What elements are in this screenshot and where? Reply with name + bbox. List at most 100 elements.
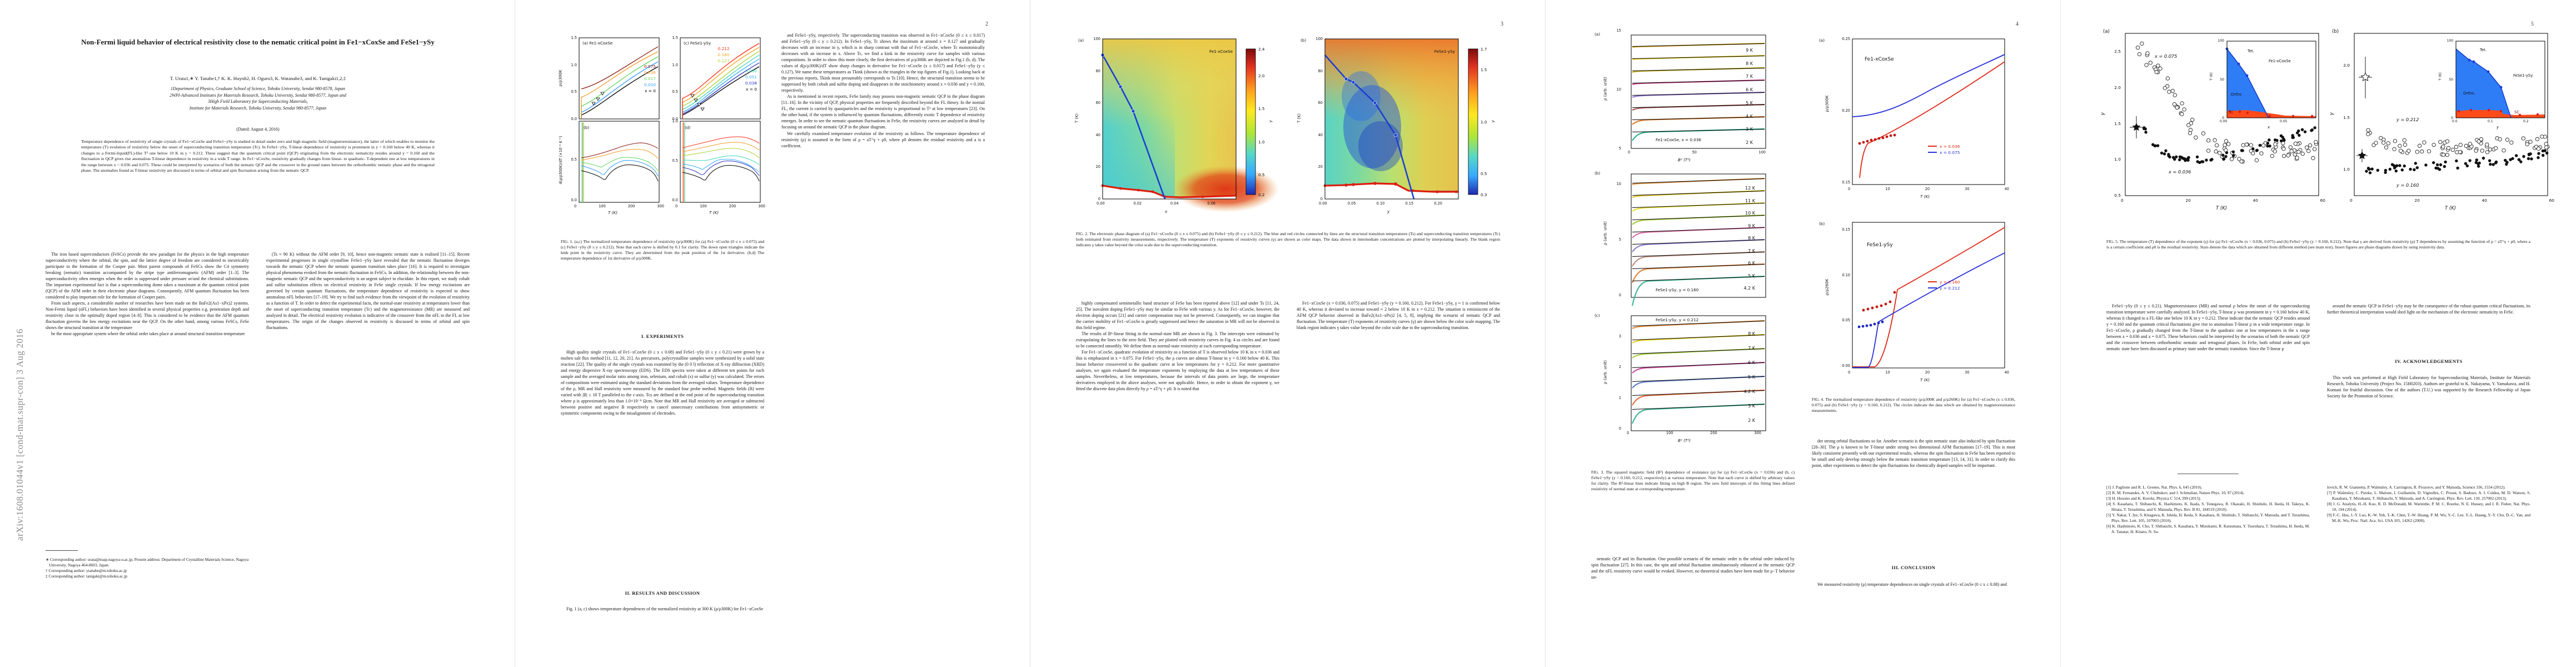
temp-label: 11 K [1745, 198, 1755, 203]
fig5a-plot [2125, 33, 2319, 196]
reference: [8] J. G. Analytis, H.-H. Kuo, R. D. McD… [2327, 501, 2530, 512]
fig1b-panel-label: (b) [584, 125, 590, 130]
tick-label: 20 [1095, 165, 1100, 170]
tick-label: 0.00 [1842, 363, 1850, 368]
fig1c-curves [682, 43, 760, 118]
legend-entry: 0.127 [718, 58, 730, 64]
tick-label: 30 [1965, 370, 1970, 375]
fig5a-inset-x-tick: 0.05 [2280, 120, 2288, 123]
fig3b-y-axis-label: ρ (arb. unit) [1602, 221, 1608, 245]
fig5b-x-axis-label: T (K) [2445, 206, 2457, 211]
fig3a-x-ticks: 0 50 100 [1628, 150, 1766, 155]
fig2b-cbar-tick: 0.5 [1481, 171, 1487, 176]
temp-label: 7 K [1748, 248, 1755, 253]
tick-label: 2 [1618, 365, 1621, 370]
fig4b-y-axis-label: ρ/ρ260K [1824, 278, 1830, 296]
fig2b-ts-points [1344, 77, 1398, 137]
tick-label: 0.10 [1376, 201, 1385, 206]
fig4a-y-ticks: 0.25 0.20 0.15 [1835, 37, 1850, 185]
fig3b-title: FeSe1-ySy, y = 0.160 [1656, 287, 1699, 292]
fig4a-x-ticks: 0 10 20 30 40 [1848, 187, 2009, 191]
reference: [7] P. Walmsley, C. Putzke, L. Malone, I… [2327, 490, 2530, 501]
affiliation: 3High Field Laboratory for Superconducti… [208, 99, 308, 104]
fig5b-panel-label: (b) [2332, 29, 2339, 34]
paragraph: High quality single crystals of Fe1−xCox… [561, 350, 764, 416]
fig5a-y-ticks: 2.5 2.0 1.5 1.0 0.5 [2107, 49, 2121, 198]
fig5b-inset-tet-label: Tet. [2480, 48, 2487, 52]
fig2b-tc-points [1323, 182, 1458, 193]
fig3c-y-ticks: 3 2 1 0 [1609, 334, 1621, 431]
fig5a-inset-tet-label: Tet. [2248, 49, 2255, 53]
reference: [5] Y. Nakai, T. Iye, S. Kitagawa, K. Is… [2106, 512, 2310, 523]
temp-label: 12 K [1745, 186, 1755, 191]
fig2b-cbar-tick: 1.5 [1481, 67, 1487, 72]
footnote-rule [46, 550, 78, 551]
fig1b-curves [581, 122, 659, 202]
figure-4: (a) 0.25 0.20 0.15 0 10 20 30 40 T (K) ρ/ρ300K… [1819, 34, 2015, 390]
fig5b-inset-y-ticks: 100 50 0 [2442, 39, 2453, 120]
fig5b-y-ticks: 2.0 1.5 1.0 [2336, 63, 2350, 172]
reference: [9] F.-C. Hsu, J.-Y. Luo, K.-W. Yeh, T.-… [2327, 512, 2530, 523]
tick-label: 0 [1628, 150, 1631, 155]
affiliations: 1Department of Physics, Graduate School … [62, 86, 454, 111]
fig1c-kink-triangles [690, 94, 705, 111]
abstract: Temperature dependence of resistivity of… [81, 139, 435, 173]
fig3c-x-axis-label: B² (T²) [1678, 438, 1691, 443]
fig5b-open-series-label: y = 0.212 [2396, 117, 2419, 122]
page-2: 2 [515, 0, 1030, 667]
fig5b-y-axis-label: γ [2329, 112, 2335, 116]
fig4b-panel-label: (b) [1819, 221, 1825, 226]
p5-column-1: FeSe1−ySy (0 ≤ y ≤ 0.21). Magnetoresista… [2106, 303, 2310, 464]
tick-label: 0 [1848, 370, 1851, 375]
fig2-caption: FIG. 2. The electronic phase diagram of … [1076, 231, 1500, 248]
paragraph: Fe1−xCoxSe (x = 0.036, 0.075) and FeSe1−… [1297, 301, 1500, 331]
fig2b-cbar-tick: 0.3 [1481, 192, 1487, 197]
p3-column-2: Fe1−xCoxSe (x = 0.036, 0.075) and FeSe1−… [1297, 300, 1500, 639]
tick-label: 20 [1925, 187, 1930, 191]
tick-label: 0.5 [672, 158, 679, 163]
fig4a-panel-label: (a) [1819, 38, 1825, 43]
tick-label: 0.15 [1842, 180, 1850, 185]
tick-label: 60 [2549, 198, 2554, 203]
paragraph: We measured resistivity (ρ) temperature … [1817, 582, 2007, 587]
legend-entry: 0.075 [644, 64, 656, 69]
paragraph: der strong orbital fluctuations so far. … [1812, 439, 2015, 469]
fig1c-y-ticks: 1.5 1.0 0.5 0.0 [665, 36, 679, 121]
tick-label: 1.5 [571, 36, 577, 40]
tick-label: 100 [1316, 37, 1323, 41]
temp-label: 4.2 K [1743, 389, 1755, 394]
fig2b-y-ticks: 100 80 60 40 20 0 [1308, 37, 1323, 201]
fig5a-inset-title: Fe1-xCoxSe [2269, 59, 2291, 63]
fig2a-cbar-tick: 0.2 [1258, 192, 1265, 197]
fig1a-kink-triangles [591, 92, 605, 106]
tick-label: 1.0 [672, 119, 679, 123]
tick-label: 0.0 [571, 198, 577, 202]
tick-label: 40 [2482, 198, 2487, 203]
figure-2a-plot [1100, 38, 1279, 212]
p5-ack: This work was performed at High Field La… [2327, 375, 2530, 458]
tick-label: 3 [1618, 334, 1621, 339]
fig1d-x-ticks: 0 100 200 300 [675, 204, 765, 208]
legend-entry: x = 0 [645, 88, 656, 94]
affiliation: Institute for Materials Research, Tohoku… [189, 105, 327, 111]
tick-label: 1.5 [672, 36, 679, 40]
fig2a-panel-label: (a) [1078, 38, 1084, 43]
tick-label: 2.0 [2343, 63, 2350, 68]
fig5-caption: FIG. 5. The temperature (T) dependence o… [2106, 239, 2530, 250]
fig5b-inset-x-tick: 0.0 [2452, 120, 2458, 123]
tick-label: 0 [1848, 187, 1851, 191]
tick-label: 0 [675, 204, 678, 208]
fig1a-legend: 0.075 0.036 0.017 0.010 x = 0 [622, 63, 656, 94]
tick-label: 0 [2121, 198, 2124, 203]
paragraph: around the nematic QCP in FeSe1−ySy may … [2327, 303, 2530, 315]
fig5a-inset [2225, 41, 2316, 118]
fig3c-x-ticks: 0 100 200 300 [1627, 431, 1761, 435]
figure-2a: (a) Fe1-xCoxSe 100 80 60 40 20 0 0.00 0.02 0.04… [1069, 32, 1289, 224]
paragraph: be the most appropriate system where the… [51, 331, 245, 337]
temp-label: 3 K [1748, 404, 1755, 409]
tick-label: 20 [1925, 370, 1930, 375]
tick-label: 10 [1616, 87, 1621, 92]
fig4b-y-ticks: 0.15 0.10 0.05 0.00 [1835, 227, 1850, 368]
legend-entry: y = 0.160 [1928, 279, 1960, 285]
